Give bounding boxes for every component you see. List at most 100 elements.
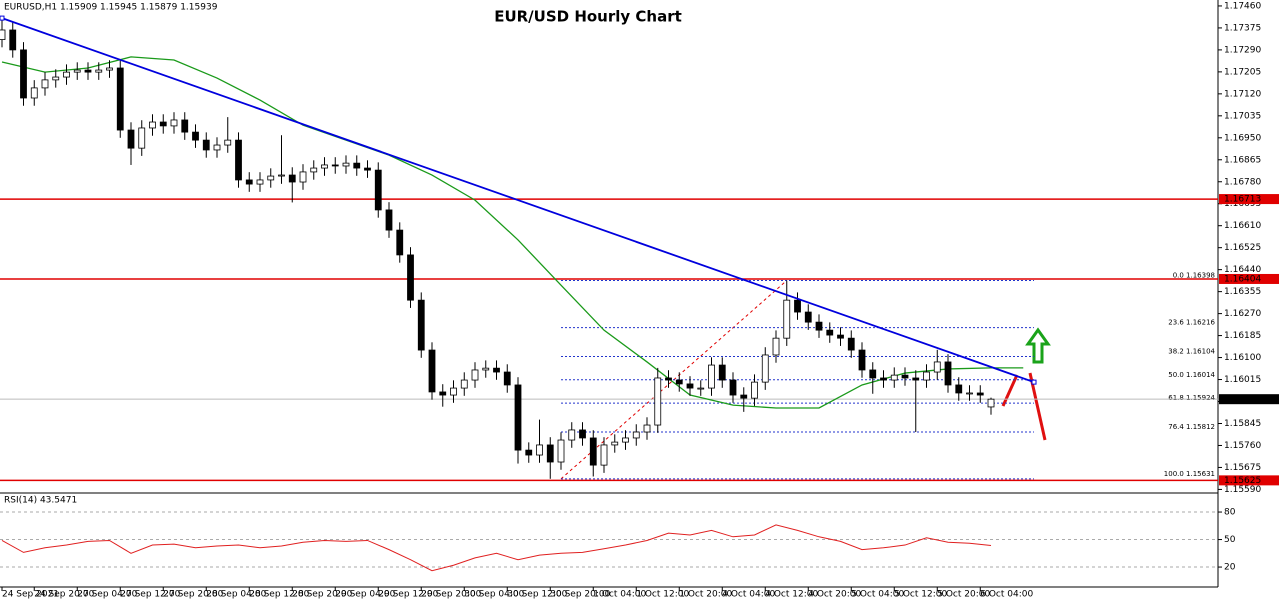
candle-body: [331, 164, 339, 167]
x-tick-label: 1 Oct 12:00: [636, 590, 689, 599]
candle-body: [869, 369, 877, 379]
y-tick-label: 1.17375: [1224, 23, 1261, 33]
x-tick-label: 27 Sep 04:00: [77, 590, 137, 599]
candle-body: [514, 384, 522, 451]
symbol-header: EURUSD,H1 1.15909 1.15945 1.15879 1.1593…: [4, 3, 218, 13]
candle-body: [525, 449, 533, 456]
candle-body: [353, 162, 361, 169]
candle-body: [450, 387, 457, 396]
candle-body: [729, 379, 737, 396]
y-tick-label: 1.15760: [1224, 441, 1261, 451]
x-tick-label: 4 Oct 20:00: [808, 590, 861, 599]
x-tick-label: 24 Sep 20:00: [34, 590, 94, 599]
x-tick-label: 4 Oct 04:00: [722, 590, 775, 599]
candle-body: [364, 167, 371, 171]
candle-body: [116, 67, 124, 131]
x-tick-label: 24 Sep 2021: [2, 590, 59, 599]
y-tick-label: 1.16950: [1224, 133, 1261, 143]
candle-body: [579, 429, 586, 439]
candle-body: [546, 444, 554, 463]
candle-body: [288, 174, 296, 183]
x-tick-label: 29 Sep 04:00: [335, 590, 395, 599]
candle-body: [847, 337, 855, 351]
candle-body: [858, 349, 866, 371]
fib-label: 38.2 1.16104: [1168, 348, 1215, 356]
candle-body: [815, 321, 823, 331]
candle-body: [20, 49, 27, 99]
candle-body: [0, 29, 6, 40]
x-tick-label: 30 Sep 04:00: [464, 590, 524, 599]
y-tick-label: 1.17035: [1224, 111, 1261, 121]
y-tick-label: 1.16355: [1224, 287, 1261, 297]
trendline-anchor: [0, 15, 5, 21]
candle-body: [611, 441, 619, 446]
candle-body: [460, 379, 468, 389]
candle-body: [84, 69, 92, 73]
candle-body: [63, 71, 70, 78]
y-tick-label: 1.16185: [1224, 331, 1261, 341]
last-price-tag: [1219, 394, 1279, 405]
candle-body: [976, 392, 984, 396]
x-tick-label: 4 Oct 12:00: [765, 590, 818, 599]
x-tick-label: 27 Sep 20:00: [163, 590, 223, 599]
y-tick-label: 1.17460: [1224, 1, 1261, 11]
candle-body: [643, 424, 651, 433]
fib-label: 0.0 1.16398: [1173, 272, 1215, 280]
candle-body: [170, 119, 178, 127]
candle-body: [9, 29, 17, 51]
level-tag-label: 1.16713: [1224, 195, 1261, 205]
candle-body: [278, 174, 285, 177]
x-tick-label: 28 Sep 12:00: [249, 590, 309, 599]
y-tick-label: 1.16015: [1224, 375, 1261, 385]
y-tick-label: 1.16100: [1224, 353, 1261, 363]
candle-body: [557, 439, 565, 463]
candle-body: [923, 371, 930, 381]
candle-body: [708, 364, 715, 389]
candle-body: [181, 119, 189, 133]
candle-body: [826, 329, 834, 336]
trendline: [1, 17, 1035, 383]
candle-body: [686, 383, 694, 389]
chart-title: EUR/USD Hourly Chart: [494, 8, 682, 26]
candle-body: [41, 79, 49, 89]
x-tick-label: 1 Oct 04:00: [593, 590, 646, 599]
candle-body: [73, 69, 81, 73]
candle-body: [321, 164, 328, 169]
candle-body: [310, 167, 318, 173]
candle-body: [95, 69, 103, 73]
x-tick-label: 30 Sep 12:00: [507, 590, 567, 599]
level-tag: [1219, 194, 1279, 205]
candle-body: [568, 429, 576, 441]
candle-body: [30, 87, 38, 99]
x-tick-label: 29 Sep 20:00: [421, 590, 481, 599]
y-tick-label: 1.16440: [1224, 265, 1261, 275]
candle-body: [149, 121, 156, 129]
candle-body: [933, 361, 941, 373]
candle-body: [783, 299, 791, 339]
candle-body: [439, 391, 447, 396]
y-tick-label: 1.15675: [1224, 463, 1261, 473]
level-tag-label: 1.16404: [1224, 274, 1261, 284]
x-tick-label: 28 Sep 04:00: [206, 590, 266, 599]
x-tick-label: 27 Sep 12:00: [120, 590, 180, 599]
level-tag: [1219, 475, 1279, 486]
y-tick-label: 1.16695: [1224, 199, 1261, 209]
candle-body: [493, 367, 500, 373]
candle-body: [600, 444, 608, 466]
y-tick-label: 1.15590: [1224, 485, 1261, 495]
candle-body: [503, 371, 511, 386]
x-tick-label: 28 Sep 20:00: [292, 590, 352, 599]
up-arrow: [1025, 327, 1051, 364]
candle-body: [804, 311, 812, 323]
y-tick-label: 1.16610: [1224, 221, 1261, 231]
candle-body: [890, 374, 898, 381]
y-tick-label: 1.16270: [1224, 309, 1261, 319]
rsi-label: RSI(14) 43.5471: [4, 496, 77, 506]
candle-body: [901, 374, 909, 379]
y-tick-label: 50: [1224, 535, 1236, 545]
candle-body: [245, 179, 253, 185]
rsi-line: [1, 524, 992, 572]
x-tick-label: 5 Oct 04:00: [851, 590, 904, 599]
candle-body: [761, 354, 769, 383]
